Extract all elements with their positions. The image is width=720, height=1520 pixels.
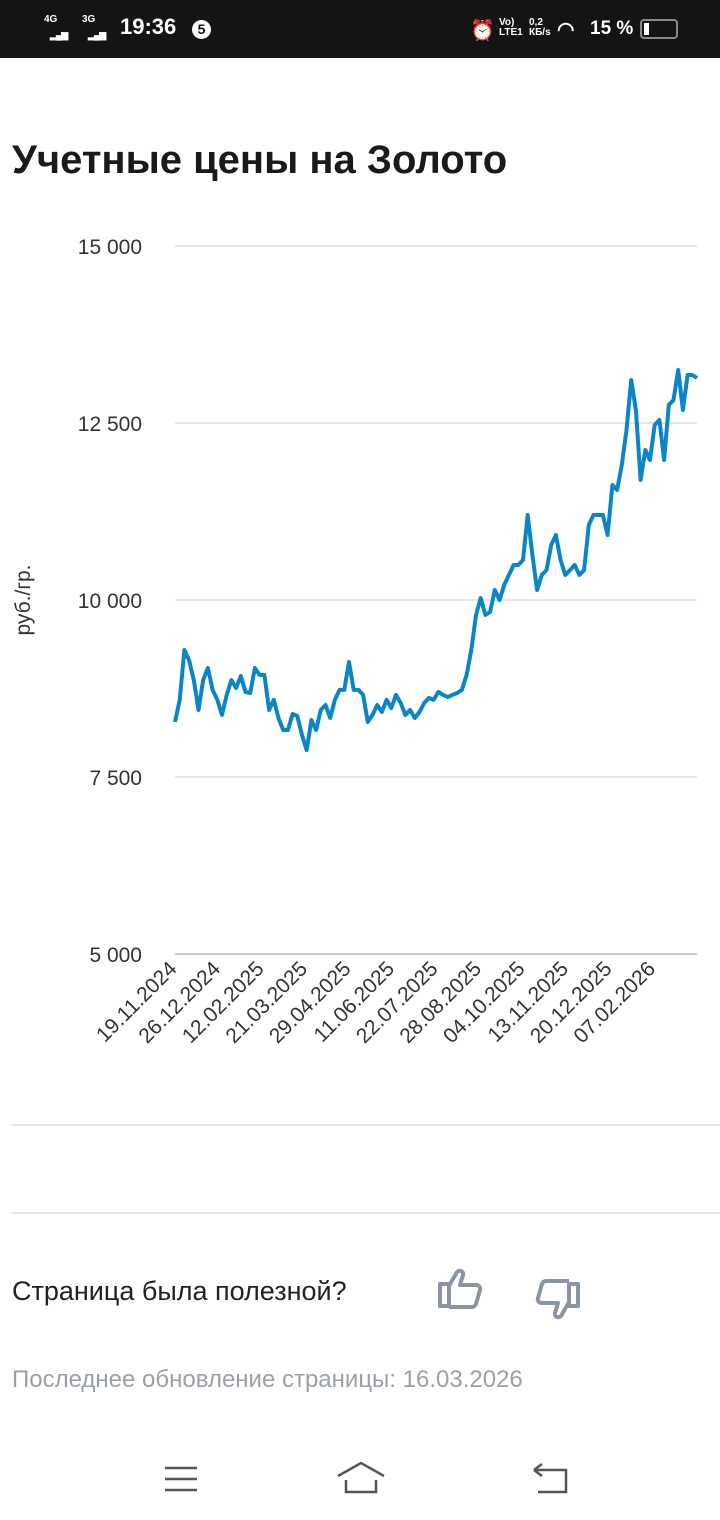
alarm-icon: ⏰: [470, 20, 495, 42]
network-3g: 3G: [82, 14, 96, 25]
y-tick-label: 5 000: [89, 944, 142, 967]
y-tick-label: 12 500: [78, 413, 142, 436]
y-axis-label: руб./гр.: [12, 564, 35, 635]
divider: [12, 1212, 720, 1214]
network-4g: 4G: [44, 14, 58, 25]
page-title: Учетные цены на Золото: [12, 138, 508, 182]
y-tick-label: 15 000: [78, 236, 142, 259]
y-tick-label: 10 000: [78, 590, 142, 613]
y-tick-label: 7 500: [89, 767, 142, 790]
series-line: [173, 368, 699, 753]
thumbs-down-icon[interactable]: [532, 1276, 582, 1322]
last-update-text: Последнее обновление страницы: 16.03.202…: [12, 1366, 523, 1393]
volte-indicator: Vo) LTE1: [499, 17, 523, 38]
signal-icon: ▂▄▆: [50, 30, 68, 40]
wifi-icon: ◠: [557, 19, 575, 41]
thumbs-up-icon[interactable]: [436, 1266, 486, 1312]
battery-icon: [640, 19, 678, 39]
signal-icon: ▂▄▆: [88, 30, 106, 40]
status-bar: 4G 3G ▂▄▆ ▂▄▆ 19:36 5 ⏰ Vo) LTE1 0,2 КБ/…: [0, 0, 720, 58]
battery-percent: 15 %: [590, 18, 634, 39]
notification-count: 5: [192, 20, 211, 39]
back-icon[interactable]: [530, 1462, 570, 1494]
home-icon[interactable]: [335, 1460, 387, 1496]
menu-icon[interactable]: [163, 1465, 199, 1493]
divider: [12, 1124, 720, 1126]
clock: 19:36: [120, 14, 177, 39]
network-speed: 0,2 КБ/s: [529, 17, 551, 38]
feedback-question: Страница была полезной?: [12, 1276, 347, 1306]
